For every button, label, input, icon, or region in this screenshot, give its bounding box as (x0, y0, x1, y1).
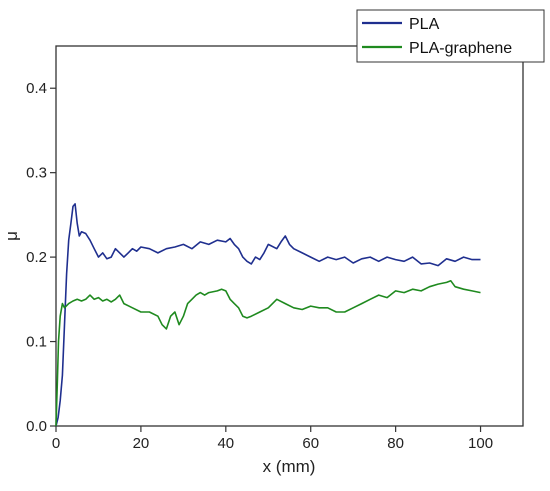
x-tick-label: 60 (302, 435, 319, 452)
y-axis-label: μ (2, 231, 21, 241)
series-layer (55, 203, 481, 427)
y-tick-label: 0.2 (26, 249, 47, 266)
x-tick-label: 100 (468, 435, 493, 452)
x-tick-label: 80 (387, 435, 404, 452)
x-axis-ticks: 0 20 40 60 80 100 (52, 426, 493, 452)
series-line-pla (55, 203, 481, 427)
y-tick-label: 0.3 (26, 165, 47, 182)
x-axis-label: x (mm) (263, 457, 316, 476)
y-tick-label: 0.0 (26, 418, 47, 435)
legend: PLA PLA-graphene (356, 9, 545, 63)
plot-frame (55, 45, 524, 427)
y-tick-label: 0.1 (26, 334, 47, 351)
y-tick-label: 0.4 (26, 80, 47, 97)
series-line-pla-graphene (55, 279, 481, 427)
legend-label-pla: PLA (409, 16, 440, 33)
x-tick-label: 20 (133, 435, 150, 452)
legend-box (356, 9, 545, 63)
legend-label-pla-graphene: PLA-graphene (409, 40, 512, 57)
x-tick-label: 0 (52, 435, 60, 452)
x-tick-label: 40 (217, 435, 234, 452)
y-axis-ticks: 0.0 0.1 0.2 0.3 0.4 (26, 80, 56, 435)
